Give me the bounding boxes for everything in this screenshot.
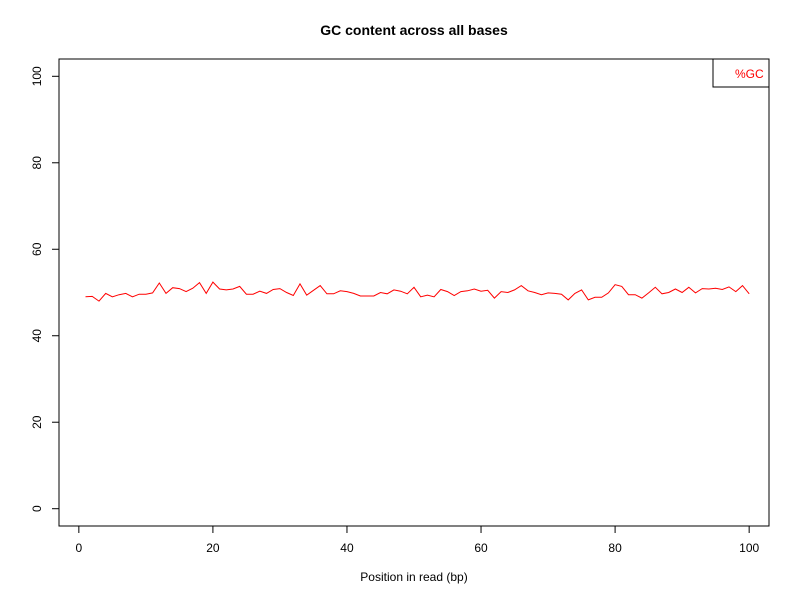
legend: %GC (712, 58, 770, 88)
chart-title: GC content across all bases (320, 22, 508, 38)
legend-box (712, 58, 770, 88)
x-tick-label: 100 (739, 541, 759, 555)
y-tick-label: 80 (30, 156, 44, 170)
legend-entry-gc: %GC (735, 67, 764, 81)
y-tick-label: 20 (30, 415, 44, 429)
x-tick-label: 0 (75, 541, 82, 555)
x-tick-label: 60 (474, 541, 488, 555)
x-tick-label: 20 (206, 541, 220, 555)
y-axis: 0 20 40 60 80 100 (30, 66, 60, 512)
x-tick-label: 80 (608, 541, 622, 555)
series-line-gc (85, 281, 750, 302)
x-axis-label: Position in read (bp) (360, 570, 467, 584)
series-layer (85, 281, 750, 302)
y-tick-label: 60 (30, 242, 44, 256)
y-tick-label: 0 (30, 505, 44, 512)
y-tick-label: 40 (30, 329, 44, 343)
x-tick-label: 40 (340, 541, 354, 555)
x-axis: 0 20 40 60 80 100 (75, 525, 759, 555)
y-tick-label: 100 (30, 66, 44, 86)
